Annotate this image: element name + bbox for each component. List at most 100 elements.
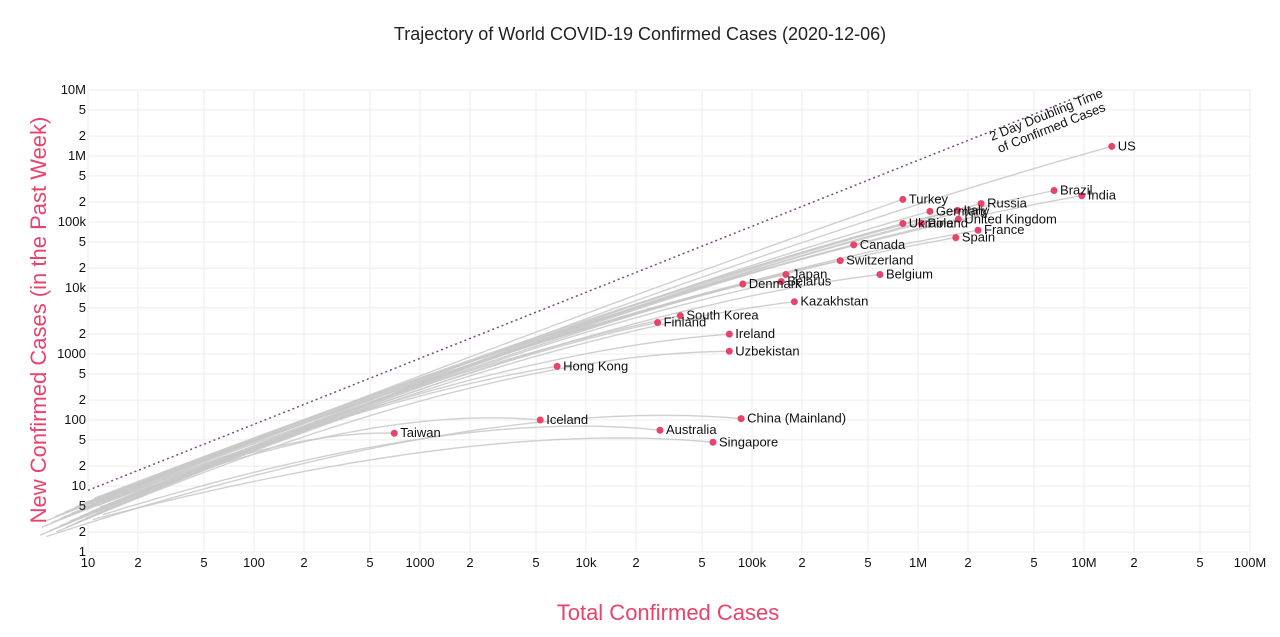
point-label-iceland: Iceland	[546, 412, 588, 427]
point-label-ukraine: Ukraine	[909, 215, 954, 230]
y-tick-label: 2	[79, 458, 86, 473]
point-italy	[954, 206, 962, 214]
point-brazil	[1050, 187, 1058, 195]
point-russia	[977, 200, 985, 208]
y-tick-label: 5	[79, 498, 86, 513]
point-denmark	[739, 280, 747, 288]
y-tick-label: 10M	[61, 82, 86, 97]
chart-title: Trajectory of World COVID-19 Confirmed C…	[393, 24, 887, 44]
x-tick-label: 1000	[406, 555, 435, 570]
trajectory-line	[76, 301, 795, 524]
y-tick-label: 5	[79, 300, 86, 315]
point-south-korea	[676, 312, 684, 320]
point-ukraine	[899, 219, 907, 227]
y-tick-label: 1000	[57, 346, 86, 361]
y-tick-label: 2	[79, 392, 86, 407]
point-label-poland: Poland	[928, 215, 968, 230]
point-label-japan: Japan	[792, 267, 827, 282]
y-tick-label: 10	[72, 478, 86, 493]
point-label-germany: Germany	[936, 203, 990, 218]
point-belarus	[777, 278, 785, 286]
point-iceland	[536, 416, 544, 424]
trajectory-line	[102, 425, 661, 516]
y-tick-label: 100	[64, 412, 86, 427]
point-label-kazakhstan: Kazakhstan	[800, 294, 868, 309]
point-uzbekistan	[725, 347, 733, 355]
point-china-mainland	[737, 415, 745, 423]
point-united-kingdom	[954, 215, 962, 223]
point-label-turkey: Turkey	[909, 191, 949, 206]
point-canada	[850, 241, 858, 249]
x-tick-label: 5	[864, 555, 871, 570]
point-label-australia: Australia	[666, 422, 717, 437]
y-axis-title: New Confirmed Cases (in the Past Week)	[26, 116, 51, 524]
point-germany	[926, 207, 934, 215]
point-label-italy: Italy	[964, 202, 988, 217]
point-hong-kong	[553, 362, 561, 370]
point-label-taiwan: Taiwan	[400, 425, 440, 440]
y-tick-label: 1M	[68, 148, 86, 163]
y-tick-label: 100k	[58, 214, 87, 229]
y-tick-label: 2	[79, 326, 86, 341]
axis-ticks: 10 2 5 100 2 5 1000 2 5 10k 2 5 100k 2 5 1M 2 5 10M 2 5 100M 1…	[57, 82, 1266, 570]
trajectory-line	[81, 283, 743, 510]
y-tick-label: 1	[79, 544, 86, 559]
point-label-denmark: Denmark	[749, 276, 802, 291]
x-tick-label: 100M	[1234, 555, 1267, 570]
point-spain	[952, 234, 960, 242]
trajectory-line	[61, 333, 730, 519]
point-poland	[918, 219, 926, 227]
point-switzerland	[836, 257, 844, 265]
trajectory-line	[51, 365, 558, 524]
point-japan	[782, 271, 790, 279]
x-tick-label: 5	[366, 555, 373, 570]
point-label-uzbekistan: Uzbekistan	[735, 343, 799, 358]
point-us	[1108, 142, 1116, 150]
trajectory-line	[54, 198, 904, 518]
y-tick-label: 2	[79, 260, 86, 275]
point-label-hong-kong: Hong Kong	[563, 358, 628, 373]
point-ireland	[725, 330, 733, 338]
y-tick-label: 10k	[65, 280, 86, 295]
point-label-belarus: Belarus	[787, 274, 832, 289]
y-tick-label: 2	[79, 128, 86, 143]
point-label-canada: Canada	[860, 237, 906, 252]
x-tick-label: 2	[134, 555, 141, 570]
x-tick-label: 5	[532, 555, 539, 570]
x-tick-label: 10	[81, 555, 95, 570]
trajectory-line	[89, 189, 1055, 513]
point-label-united-kingdom: United Kingdom	[964, 211, 1056, 226]
point-label-china-mainland: China (Mainland)	[747, 411, 846, 426]
trajectory-line	[96, 273, 881, 515]
trajectory-line	[66, 321, 658, 528]
x-tick-label: 10k	[576, 555, 597, 570]
y-tick-label: 2	[79, 524, 86, 539]
x-tick-label: 10M	[1071, 555, 1096, 570]
x-tick-label: 5	[698, 555, 705, 570]
x-tick-label: 1M	[909, 555, 927, 570]
x-tick-label: 2	[964, 555, 971, 570]
trajectory-line	[56, 350, 730, 533]
point-label-switzerland: Switzerland	[846, 253, 913, 268]
trajectory-line	[59, 210, 931, 527]
x-tick-label: 100	[243, 555, 265, 570]
trajectory-line	[97, 432, 395, 507]
doubling-reference-line	[87, 93, 1085, 492]
y-tick-label: 5	[79, 168, 86, 183]
y-tick-label: 5	[79, 102, 86, 117]
point-australia	[656, 426, 664, 434]
y-tick-label: 5	[79, 366, 86, 381]
x-tick-label: 2	[466, 555, 473, 570]
y-tick-label: 5	[79, 432, 86, 447]
point-kazakhstan	[790, 298, 798, 306]
x-tick-label: 2	[798, 555, 805, 570]
x-tick-label: 5	[1030, 555, 1037, 570]
point-label-india: India	[1088, 188, 1117, 203]
point-label-singapore: Singapore	[719, 434, 778, 449]
point-label-france: France	[984, 222, 1024, 237]
point-taiwan	[390, 429, 398, 437]
point-label-us: US	[1118, 138, 1136, 153]
point-singapore	[709, 438, 717, 446]
